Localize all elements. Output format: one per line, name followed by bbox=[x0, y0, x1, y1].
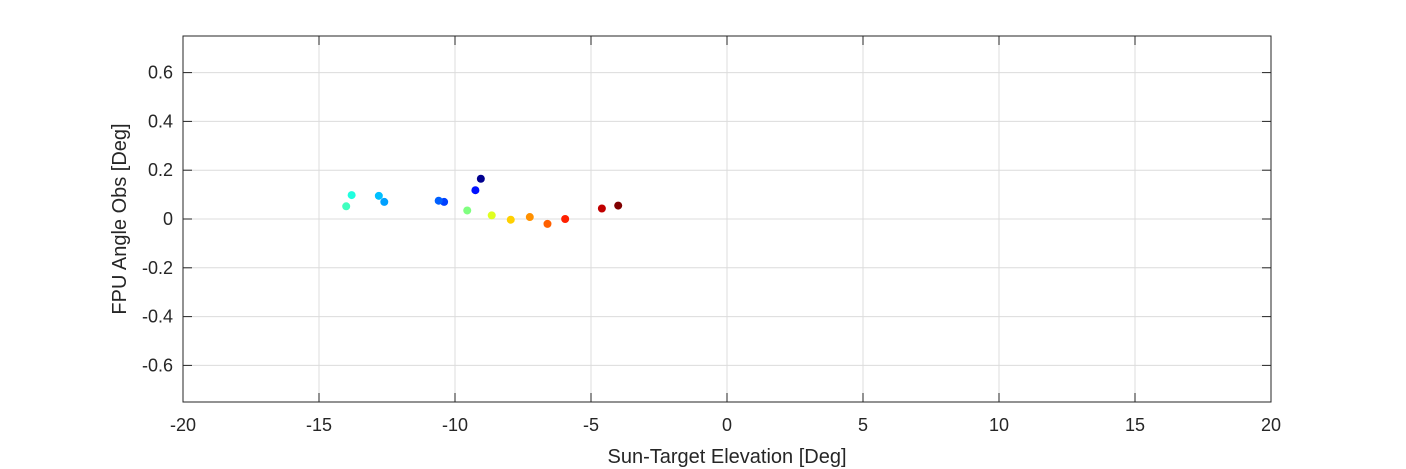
data-point bbox=[374, 191, 383, 200]
data-point bbox=[434, 196, 443, 205]
data-point bbox=[380, 197, 389, 206]
data-point bbox=[476, 174, 485, 183]
y-tick-label: 0.2 bbox=[148, 160, 173, 180]
data-point bbox=[471, 186, 480, 195]
tick-marks bbox=[182, 36, 1272, 402]
x-tick-label: -5 bbox=[583, 415, 599, 435]
data-point bbox=[487, 211, 496, 220]
data-point bbox=[525, 213, 534, 222]
data-point bbox=[506, 215, 515, 224]
data-points bbox=[342, 174, 623, 228]
x-tick-label: 10 bbox=[989, 415, 1009, 435]
y-tick-labels: -0.6 -0.4 -0.2 0 0.2 0.4 0.6 bbox=[142, 63, 173, 376]
data-point bbox=[347, 191, 356, 200]
grid-lines bbox=[183, 36, 1271, 402]
x-tick-label: -20 bbox=[170, 415, 196, 435]
y-tick-label: -0.4 bbox=[142, 307, 173, 327]
data-point bbox=[543, 219, 552, 228]
x-tick-labels: -20 -15 -10 -5 0 5 10 15 20 bbox=[170, 415, 1281, 435]
data-point bbox=[597, 204, 606, 213]
x-tick-label: 0 bbox=[722, 415, 732, 435]
y-tick-label: 0 bbox=[163, 209, 173, 229]
y-tick-label: 0.4 bbox=[148, 111, 173, 131]
x-tick-label: 5 bbox=[858, 415, 868, 435]
data-point bbox=[463, 206, 472, 215]
x-tick-label: 15 bbox=[1125, 415, 1145, 435]
y-tick-label: -0.6 bbox=[142, 355, 173, 375]
y-axis-label: FPU Angle Obs [Deg] bbox=[109, 123, 131, 314]
data-point bbox=[342, 202, 351, 211]
x-tick-label: -15 bbox=[306, 415, 332, 435]
y-tick-label: -0.2 bbox=[142, 258, 173, 278]
y-tick-label: 0.6 bbox=[148, 63, 173, 83]
x-tick-label: 20 bbox=[1261, 415, 1281, 435]
data-point bbox=[614, 201, 623, 210]
data-point bbox=[561, 215, 570, 223]
x-tick-label: -10 bbox=[442, 415, 468, 435]
x-axis-label: Sun-Target Elevation [Deg] bbox=[607, 446, 846, 468]
